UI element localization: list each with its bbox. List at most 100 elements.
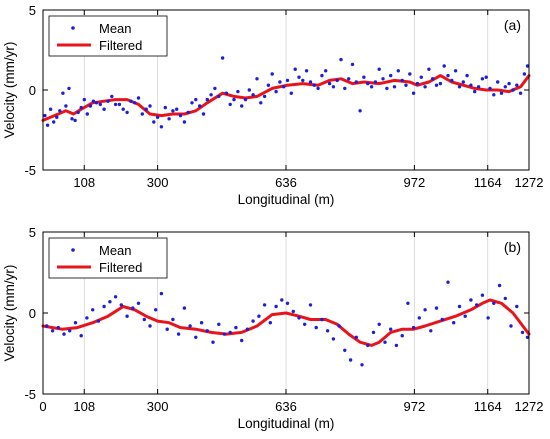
data-point	[119, 303, 124, 307]
data-point	[503, 296, 507, 301]
data-point	[108, 300, 112, 304]
data-point	[85, 316, 89, 320]
data-point	[280, 298, 284, 302]
data-point	[251, 93, 255, 97]
data-point	[312, 83, 316, 87]
data-point	[70, 117, 74, 121]
y-tick-label: 0	[29, 306, 36, 321]
data-point	[131, 306, 135, 310]
data-point	[243, 97, 248, 102]
data-point	[163, 105, 167, 110]
data-point	[155, 115, 160, 119]
y-axis-label: Velocity (mm/yr)	[2, 265, 17, 362]
data-point	[61, 91, 65, 95]
data-point	[452, 321, 456, 325]
data-point	[304, 69, 309, 73]
data-point	[480, 77, 485, 81]
data-point	[98, 102, 103, 107]
data-point	[369, 85, 374, 89]
data-point	[278, 80, 282, 84]
data-point	[148, 324, 152, 328]
legend-marker-mean	[71, 26, 75, 30]
data-point	[205, 329, 209, 333]
data-point	[446, 73, 450, 78]
data-point	[199, 321, 204, 325]
data-point	[76, 110, 80, 115]
data-point	[438, 81, 443, 86]
data-point	[499, 91, 504, 95]
data-point	[476, 85, 481, 89]
data-point	[129, 99, 133, 103]
y-axis-label: Velocity (mm/yr)	[2, 42, 17, 139]
data-point	[268, 321, 272, 325]
data-point	[73, 321, 78, 325]
data-point	[463, 314, 467, 318]
data-point	[440, 317, 444, 322]
data-point	[303, 322, 307, 326]
data-point	[297, 75, 301, 79]
data-point	[475, 303, 479, 307]
data-point	[194, 335, 198, 339]
data-point	[473, 89, 477, 94]
legend: Mean Filtered	[48, 237, 168, 279]
y-tick-label: -5	[24, 387, 36, 402]
data-point	[213, 86, 217, 91]
data-point	[337, 324, 341, 328]
data-point	[411, 325, 416, 330]
legend-box	[48, 237, 168, 279]
data-point	[178, 113, 183, 118]
data-point	[45, 324, 49, 328]
y-tick-label: 5	[29, 225, 36, 240]
data-point	[434, 306, 439, 310]
data-point	[381, 77, 385, 81]
data-point	[400, 78, 404, 83]
data-point	[110, 94, 114, 99]
data-point	[423, 85, 427, 89]
data-point	[251, 319, 255, 323]
legend-box	[48, 15, 168, 57]
data-point	[371, 330, 376, 335]
legend-label: Filtered	[99, 38, 142, 53]
data-point	[366, 343, 370, 348]
data-point	[94, 101, 99, 105]
data-point	[325, 329, 330, 333]
series-line-filtered	[41, 298, 531, 347]
x-tick-label: 972	[404, 399, 426, 414]
data-point	[274, 304, 278, 309]
y-tick-label: 0	[29, 83, 36, 98]
data-point	[91, 99, 96, 103]
data-point	[262, 94, 267, 99]
data-point	[209, 93, 213, 97]
data-point	[314, 325, 318, 330]
data-point	[91, 308, 95, 312]
data-point	[240, 338, 244, 343]
data-point	[67, 86, 71, 91]
data-point	[148, 104, 152, 108]
data-point	[171, 317, 175, 322]
data-point	[133, 101, 137, 105]
data-point	[121, 107, 125, 111]
x-axis-label: Longitudinal (m)	[238, 416, 335, 431]
data-point	[79, 334, 83, 338]
y-tick-label: -5	[24, 163, 36, 178]
data-point	[182, 120, 187, 124]
data-point	[301, 78, 305, 83]
data-point	[245, 327, 250, 331]
data-point	[43, 113, 47, 118]
data-point	[507, 81, 511, 86]
data-point	[106, 99, 110, 103]
data-point	[55, 115, 59, 119]
data-point	[201, 112, 206, 116]
data-point	[343, 348, 347, 352]
data-point	[224, 91, 229, 95]
data-point	[211, 340, 215, 344]
data-point	[56, 325, 60, 330]
x-tick-label: 972	[404, 175, 426, 190]
data-point	[354, 80, 358, 84]
data-point	[442, 64, 446, 68]
data-point	[198, 104, 202, 108]
data-point	[392, 85, 397, 89]
data-point	[446, 280, 450, 284]
panel-label: (b)	[504, 239, 521, 255]
